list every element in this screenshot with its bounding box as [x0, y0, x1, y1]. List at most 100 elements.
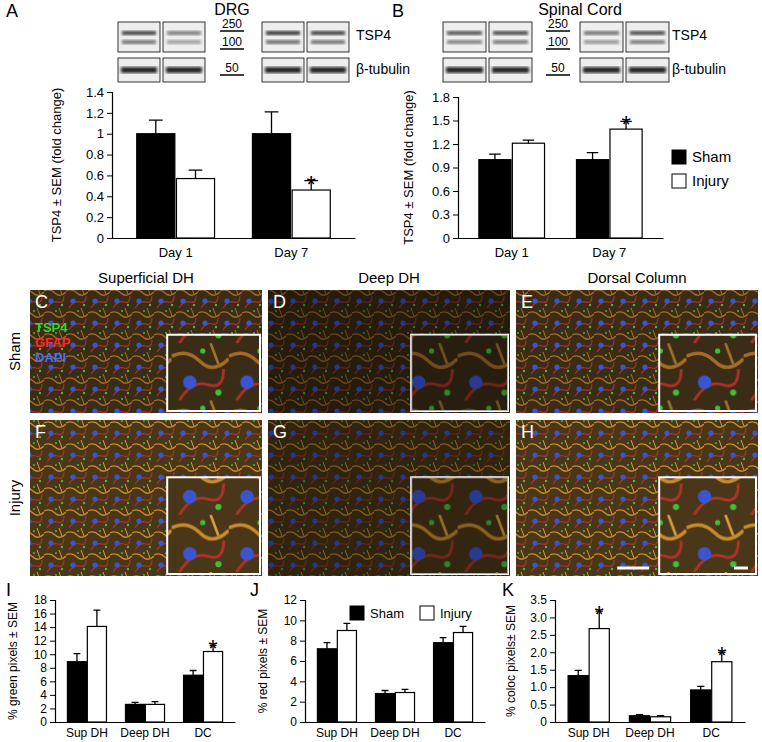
y-tick-mark [50, 600, 55, 601]
y-axis-title: % green pixels ± SEM [6, 602, 20, 720]
bar [395, 693, 414, 722]
figure: *00.20.40.60.811.21.4Day 1Day 7TSP4 ± SE… [0, 0, 762, 742]
error-bar [190, 670, 197, 675]
error-bar [343, 623, 350, 630]
y-tick-mark [50, 614, 55, 615]
blot-band [311, 40, 345, 44]
x-tick: Day 1 [159, 245, 193, 260]
bar [512, 143, 544, 238]
blot-image [489, 58, 532, 82]
y-tick-mark [107, 196, 112, 197]
y-tick-label: 12 [34, 634, 48, 648]
y-tick: 12 [34, 634, 55, 648]
panel-letter: A [6, 1, 18, 21]
y-tick-mark [453, 144, 458, 145]
micrograph-shade [411, 477, 508, 574]
significance: * [208, 635, 217, 662]
y-tick-mark [107, 92, 112, 93]
y-axis: 024681012141618 [34, 593, 56, 729]
blot-marker: 250 [222, 17, 242, 31]
panel-letter: B [392, 1, 404, 21]
y-tick-label: 4 [40, 688, 47, 702]
y-tick-label: 1.5 [530, 663, 547, 677]
panel-letter: H [521, 422, 534, 442]
bar [629, 716, 649, 722]
y-tick-label: 10 [34, 648, 48, 662]
blot-label: β-tubulin [672, 61, 726, 77]
x-axis: Day 1 Day 7 [459, 239, 664, 261]
blot-image [489, 22, 532, 52]
plot-area [137, 112, 331, 238]
x-tick-label: Deep DH [370, 726, 419, 740]
panel-letter: G [273, 422, 287, 442]
y-tick: 0 [40, 715, 55, 729]
x-axis: Sup DHDeep DHDC [56, 723, 236, 740]
y-tick: 3.5 [530, 593, 555, 607]
blot-band [446, 67, 483, 73]
x-tick: Sup DH [66, 726, 108, 740]
panel-letter: D [273, 292, 286, 312]
bar [375, 694, 394, 722]
y-tick-mark [300, 641, 305, 642]
bar [453, 633, 472, 722]
stain-label: GFAP [35, 335, 71, 350]
y-tick-label: 0 [97, 231, 104, 246]
y-tick: 2.0 [530, 646, 555, 660]
bar [576, 160, 608, 238]
y-tick-mark [550, 600, 555, 601]
blot-band [122, 40, 156, 44]
x-axis-line [306, 722, 486, 723]
x-tick: DC [703, 726, 721, 740]
y-axis-title: TSP4 ± SEM (fold change) [49, 88, 64, 243]
blot-marker: 50 [551, 61, 565, 75]
chart-title: DRG [214, 1, 250, 18]
y-axis-title: % coloc pixels± SEM [504, 605, 518, 717]
y-tick-mark [550, 617, 555, 618]
y-tick-label: 6 [290, 654, 297, 668]
blot-image [626, 58, 669, 82]
y-tick-mark [107, 155, 112, 156]
y-tick-mark [550, 722, 555, 723]
y-tick-label: 0 [290, 715, 297, 729]
x-tick: Day 7 [592, 245, 626, 260]
y-tick: 0.2 [86, 210, 112, 225]
y-tick-mark [107, 134, 112, 135]
y-tick: 4 [40, 688, 55, 702]
y-tick-mark [550, 670, 555, 671]
x-tick: Deep DH [370, 726, 419, 740]
y-tick: 1.4 [86, 85, 112, 100]
y-tick: 0.8 [86, 147, 112, 162]
blot-image [262, 22, 304, 52]
plot-area [317, 623, 472, 722]
x-axis: Sup DHDeep DHDC [306, 723, 486, 740]
y-tick-label: 2.0 [530, 646, 547, 660]
y-tick-label: 0.6 [86, 168, 104, 183]
y-tick-mark [50, 695, 55, 696]
y-tick-label: 2 [40, 702, 47, 716]
x-tick: Day 1 [495, 245, 529, 260]
y-tick-mark [550, 652, 555, 653]
y-tick-label: 0.5 [530, 698, 547, 712]
x-tick-label: DC [194, 726, 212, 740]
legend: ShamInjury [350, 606, 472, 621]
legend-swatch [672, 174, 686, 188]
y-tick-mark [300, 681, 305, 682]
column-title: Dorsal Column [587, 269, 686, 286]
y-tick-label: 0.9 [432, 160, 450, 175]
blot-band [310, 67, 346, 73]
y-tick-label: 1.4 [86, 85, 104, 100]
micrograph-inset [411, 477, 508, 574]
blot-band [311, 31, 345, 35]
blot-image [443, 22, 486, 52]
bar [176, 179, 214, 238]
y-axis-line [453, 98, 459, 239]
x-axis-line [113, 238, 356, 239]
bar [87, 626, 106, 722]
error-bar [324, 643, 331, 649]
y-tick-label: 1.2 [432, 137, 450, 152]
micrograph-shade [268, 290, 510, 413]
error-bar [587, 153, 599, 160]
y-tick: 1.5 [432, 113, 458, 128]
y-tick: 3.0 [530, 611, 555, 625]
blot-marker-line [546, 48, 570, 50]
